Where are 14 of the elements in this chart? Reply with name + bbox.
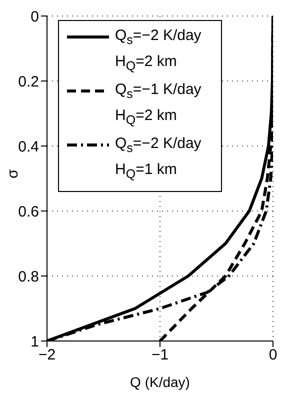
x-tick-label: 0 [268,346,278,364]
y-tick-label: 0.8 [18,268,39,286]
y-tick-label: 0.2 [18,73,39,90]
y-tick-label: 0.4 [18,138,39,156]
legend-label: Q$_{s}$=−2 K/day H$_{Q}$=2 km [115,26,202,75]
legend-label: Q$_{s}$=−2 K/day H$_{Q}$=1 km [115,134,202,183]
x-tick-label: −1 [151,346,169,364]
legend-label: Q$_{s}$=−1 K/day H$_{Q}$=2 km [115,80,202,129]
y-tick-label: 0 [30,8,39,26]
x-tick-label: −2 [38,346,56,364]
x-axis-title: Q (K/day) [130,374,190,390]
y-tick-label: 0.6 [18,203,39,220]
y-tick-label: 1 [30,333,39,350]
y-axis-title: σ [4,168,22,178]
